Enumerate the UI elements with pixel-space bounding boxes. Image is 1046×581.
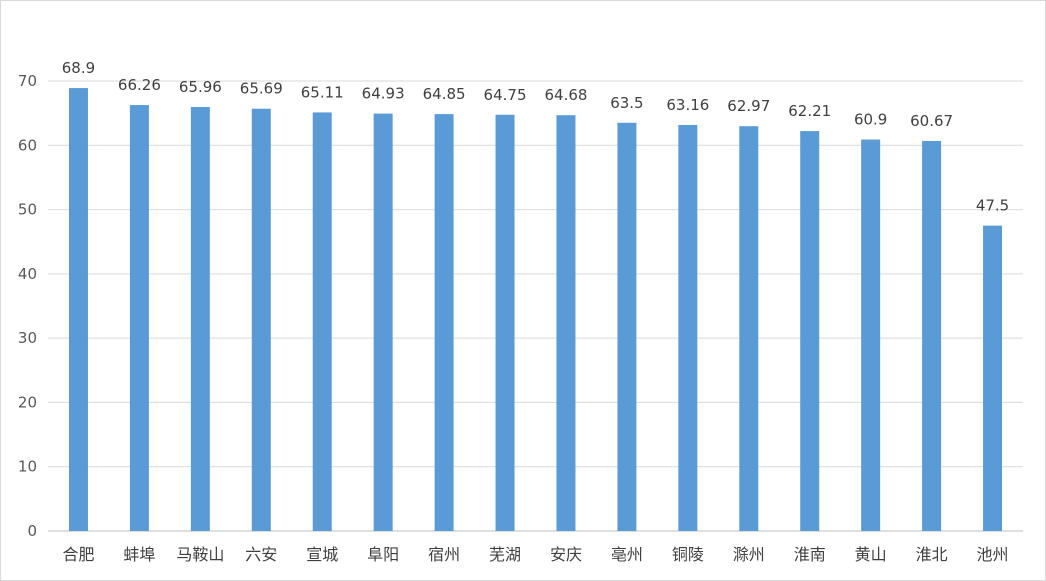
x-category-label: 滁州 bbox=[733, 545, 765, 564]
data-label: 64.68 bbox=[544, 86, 587, 104]
x-axis-category-labels: 合肥 蚌埠 马鞍山 六安 宣城 阜阳 宿州 芜湖 安庆 亳州 铜陵 滁州 淮南 黄山 淮北 池州 bbox=[62, 545, 1008, 564]
bar bbox=[678, 124, 698, 531]
y-axis-tick-labels: 0 10 20 30 40 50 60 70 bbox=[18, 72, 37, 540]
data-labels: 68.9 66.26 65.96 65.69 65.11 64.93 64.85 64.75 6… bbox=[62, 59, 1009, 215]
data-label: 60.9 bbox=[854, 111, 887, 129]
bar bbox=[251, 108, 271, 531]
x-category-label: 蚌埠 bbox=[123, 545, 155, 564]
bar bbox=[556, 115, 576, 531]
bar bbox=[434, 114, 454, 531]
bar bbox=[922, 140, 942, 531]
bars bbox=[68, 88, 1003, 532]
y-tick-label: 10 bbox=[18, 458, 37, 476]
data-label: 47.5 bbox=[976, 197, 1009, 215]
bar bbox=[983, 225, 1003, 531]
data-label: 62.97 bbox=[727, 97, 770, 115]
data-label: 63.16 bbox=[666, 96, 709, 114]
data-label: 65.69 bbox=[240, 80, 283, 98]
y-tick-label: 30 bbox=[18, 329, 37, 347]
x-category-label: 安庆 bbox=[550, 545, 582, 564]
x-category-label: 阜阳 bbox=[367, 545, 399, 564]
y-tick-label: 70 bbox=[18, 72, 37, 90]
x-category-label: 宣城 bbox=[306, 545, 338, 564]
data-label: 64.85 bbox=[423, 85, 466, 103]
bar bbox=[800, 131, 820, 532]
bar bbox=[129, 105, 149, 532]
x-category-label: 铜陵 bbox=[672, 545, 704, 564]
x-category-label: 亳州 bbox=[611, 545, 643, 564]
x-category-label: 合肥 bbox=[62, 545, 94, 564]
x-category-label: 淮北 bbox=[916, 545, 948, 564]
data-label: 65.96 bbox=[179, 78, 222, 96]
data-label: 68.9 bbox=[62, 59, 95, 77]
data-label: 64.75 bbox=[484, 86, 527, 104]
x-category-label: 六安 bbox=[245, 545, 277, 564]
x-category-label: 马鞍山 bbox=[176, 545, 224, 564]
bar bbox=[861, 139, 881, 531]
bar bbox=[617, 122, 637, 532]
gridlines bbox=[48, 80, 1023, 532]
data-label: 62.21 bbox=[788, 102, 831, 120]
data-label: 60.67 bbox=[910, 112, 953, 130]
bar bbox=[190, 106, 210, 531]
x-category-label: 池州 bbox=[977, 545, 1009, 564]
data-label: 66.26 bbox=[118, 76, 161, 94]
bar bbox=[68, 88, 88, 532]
y-tick-label: 50 bbox=[18, 201, 37, 219]
x-category-label: 淮南 bbox=[794, 545, 826, 564]
x-category-label: 黄山 bbox=[855, 545, 887, 564]
bar bbox=[312, 112, 332, 531]
data-label: 64.93 bbox=[362, 85, 405, 103]
data-label: 65.11 bbox=[301, 83, 344, 101]
y-tick-label: 60 bbox=[18, 136, 37, 154]
data-label: 63.5 bbox=[610, 94, 643, 112]
x-category-label: 宿州 bbox=[428, 545, 460, 564]
bar bbox=[739, 126, 759, 531]
y-tick-label: 0 bbox=[27, 522, 37, 540]
y-tick-label: 20 bbox=[18, 393, 37, 411]
y-tick-label: 40 bbox=[18, 265, 37, 283]
bar bbox=[495, 114, 515, 531]
bar bbox=[373, 113, 393, 531]
x-category-label: 芜湖 bbox=[489, 545, 521, 564]
